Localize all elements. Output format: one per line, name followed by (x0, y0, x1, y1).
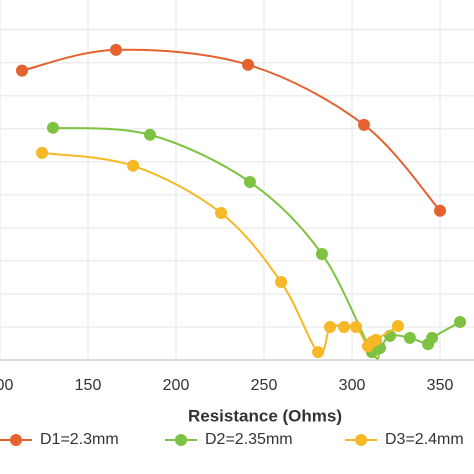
data-point (127, 159, 140, 172)
legend-marker (355, 434, 367, 446)
data-point (36, 146, 49, 159)
data-point (369, 333, 382, 346)
x-tick-label: 200 (163, 377, 190, 394)
data-point (350, 320, 363, 333)
legend-label: D1=2.3mm (40, 431, 119, 448)
legend-marker (175, 434, 187, 446)
data-point (324, 320, 337, 333)
data-point (312, 346, 325, 359)
x-tick-label: 350 (427, 377, 454, 394)
series-line (21, 48, 441, 212)
legend-label: D2=2.35mm (205, 431, 293, 448)
data-point (454, 316, 467, 329)
x-tick-label: 100 (0, 377, 13, 394)
legend-label: D3=2.4mm (385, 431, 464, 448)
x-axis-title: Resistance (Ohms) (188, 406, 342, 425)
data-point (275, 276, 288, 289)
data-point (426, 331, 439, 344)
data-point (338, 320, 351, 333)
data-point (143, 128, 156, 141)
x-tick-label: 250 (251, 377, 278, 394)
data-point (109, 43, 122, 56)
data-point (403, 331, 416, 344)
data-point (434, 204, 447, 217)
data-point (315, 247, 328, 260)
data-point (243, 175, 256, 188)
x-tick-label: 150 (75, 377, 102, 394)
x-tick-label: 300 (339, 377, 366, 394)
data-point (357, 118, 370, 131)
data-point (391, 319, 404, 332)
data-point (242, 58, 255, 71)
data-point (215, 207, 228, 220)
legend-marker (10, 434, 22, 446)
data-point (46, 121, 59, 134)
data-point (16, 64, 29, 77)
